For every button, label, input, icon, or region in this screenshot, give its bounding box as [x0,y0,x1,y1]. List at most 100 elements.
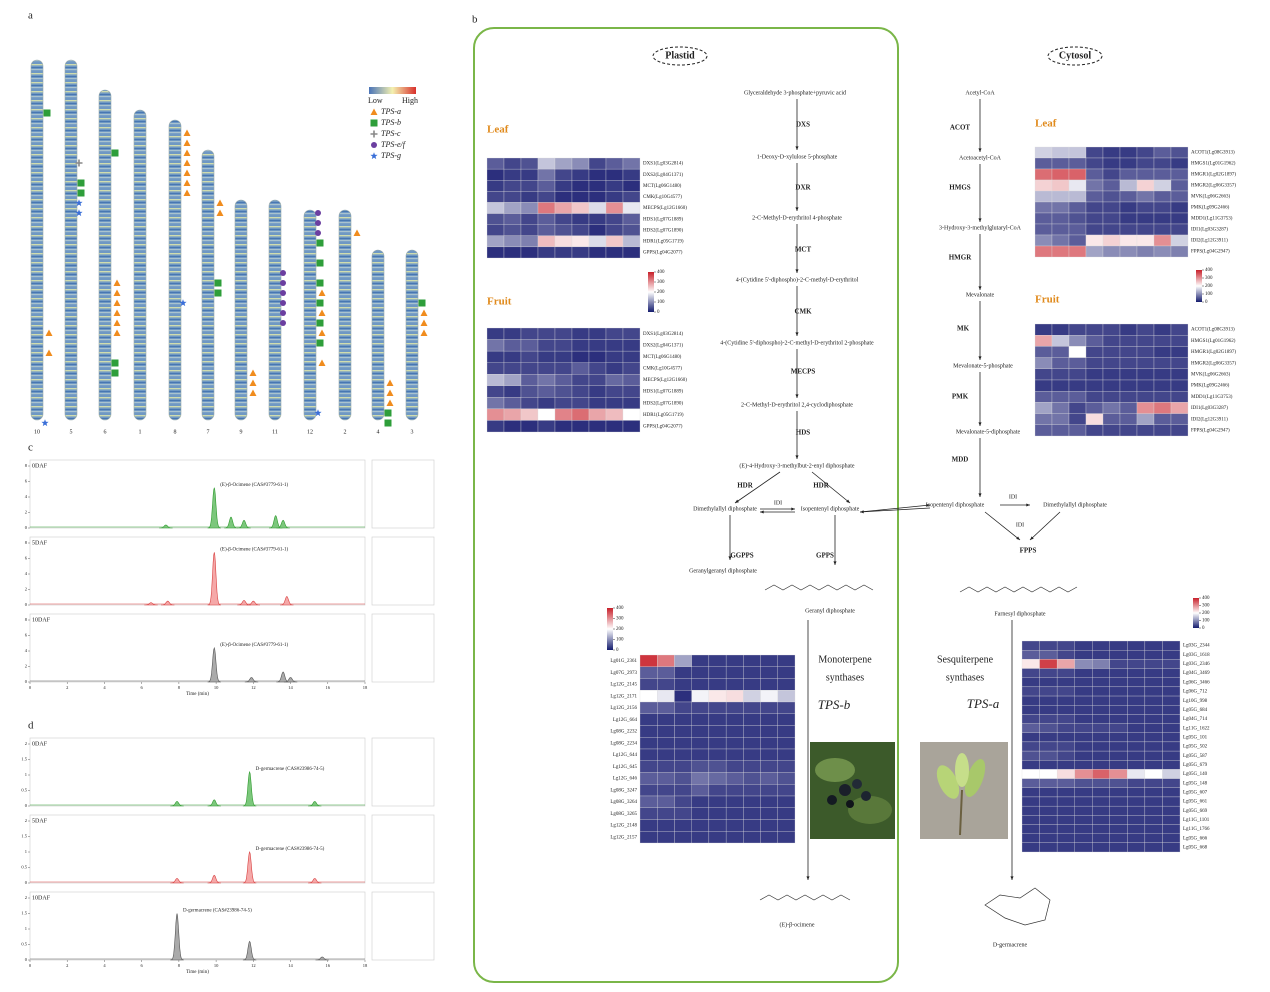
colorbar-label: 400 [1205,268,1213,273]
tps-a-marker [216,209,224,216]
heatmap-cell [588,362,607,375]
heatmap-cell [1119,201,1138,214]
y-tick-label: 1.5 [21,757,27,762]
heatmap-cell [657,701,675,714]
heatmap-cell [1119,157,1138,170]
heatmap-cell [520,224,539,236]
heatmap-cell [1085,346,1104,358]
heatmap-cell [1068,391,1087,403]
arrow [984,511,1021,541]
heatmap-cell [1144,815,1163,825]
tps-a-marker [386,389,394,396]
heatmap-cell [486,235,505,248]
heatmap-cell [674,666,692,679]
heatmap-cell [1021,778,1040,788]
arrow-head [806,876,810,880]
heatmap-cell [708,666,727,679]
heatmap-cell [1144,723,1163,733]
heatmap-cell [554,213,573,225]
heatmap-cell [1119,245,1138,258]
plastid-label: Plastid [665,50,695,61]
heatmap-cell [1170,368,1189,381]
heatmap-cell [657,807,675,820]
panel-label: a [28,10,33,22]
heatmap-cell [1170,190,1189,203]
cytosol-ellipse [1047,46,1103,66]
enzyme-label: DXR [795,184,811,192]
heatmap-cell [691,678,710,691]
heatmap-cell [1127,750,1146,761]
heatmap-cell [1021,824,1040,834]
heatmap-cell [1056,686,1075,697]
heatmap-cell [1144,750,1163,761]
heatmap-cell [1144,787,1163,798]
heatmap-cell [503,157,522,170]
heatmap-cell [1056,659,1075,669]
heatmap-cell [554,224,573,236]
heatmap-cell [1102,146,1121,159]
tps-ef-marker [280,300,286,306]
heatmap-cell [760,760,778,773]
heatmap-cell [1034,357,1053,369]
heatmap-cell [1056,778,1075,788]
heatmap-cell [537,157,556,170]
heatmap-cell [1153,335,1172,347]
heatmap-cell [605,374,624,386]
heatmap-cell [1085,190,1104,203]
heatmap-cell [571,180,590,192]
heatmap-cell [554,157,573,170]
arrow [1029,511,1061,541]
heatmap-cell [1056,741,1075,752]
heatmap-cell [605,408,624,421]
metabolite-label: D-germacrene [993,942,1028,948]
heatmap-cell [657,666,675,679]
heatmap-cell [1085,323,1104,336]
heatmap-cell [1051,424,1070,437]
heatmap-cell [1051,357,1070,369]
tps-a-marker [183,159,191,166]
row-label: HMGS1(Lg01G1962) [1191,162,1236,167]
tps-a-marker [45,349,53,356]
row-label: Lg06G_712 [1183,690,1208,695]
heatmap-cell [657,784,675,797]
heatmap-cell [1068,402,1087,414]
heatmap-cell [1102,223,1121,236]
row-label: Lg11G_1101 [1183,818,1210,823]
heatmap-cell [1109,705,1128,715]
tps-b-marker [111,359,119,367]
enzyme-label: CMK [794,308,812,316]
colorbar-label: 200 [616,627,624,632]
heatmap-cell [1034,402,1053,414]
heatmap-cell [503,246,522,259]
heatmap-cell [1074,778,1093,788]
heatmap-cell [1119,190,1138,203]
x-tick-label: 6 [141,685,144,690]
heatmap-cell [1074,805,1093,816]
row-label: Lg05G_502 [1183,745,1208,750]
heatmap-cell [639,807,658,820]
heatmap-cell [1102,391,1121,403]
heatmap-cell [605,191,624,203]
heatmap-cell [1039,787,1058,798]
heatmap-cell [1102,379,1121,392]
heatmap-cell [691,748,710,761]
heatmap-cell [657,760,675,773]
heatmap-cell [503,350,522,363]
tps-a-marker [216,199,224,206]
heatmap-cell [1109,714,1128,724]
arrow-head [795,455,799,459]
heatmap-cell [1162,677,1181,688]
heatmap-cell [554,397,573,410]
panel-label: b [472,14,478,26]
tps-g-marker [75,209,83,217]
arrow-head [1026,503,1030,507]
heatmap-cell [1109,741,1128,752]
metabolite-label: Geranylgeranyl diphosphate [689,568,757,574]
heatmap-cell [1039,668,1058,678]
heatmap-cell [571,385,590,398]
metabolite-label: (E)-4-Hydroxy-3-methylbut-2-enyl diphosp… [739,462,854,469]
row-label: Lg12G_2148 [610,824,637,829]
heatmap-cell [1092,686,1110,697]
heatmap-cell [760,795,778,808]
arrow-head [978,148,982,152]
